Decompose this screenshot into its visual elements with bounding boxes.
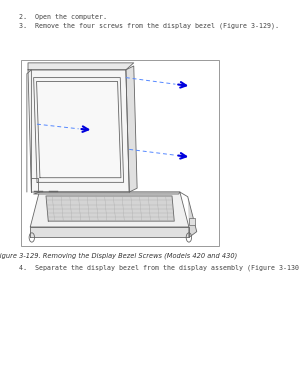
Text: 2.  Open the computer.: 2. Open the computer.: [19, 14, 107, 19]
Polygon shape: [28, 70, 129, 192]
Polygon shape: [46, 196, 174, 221]
Polygon shape: [28, 63, 134, 70]
Polygon shape: [37, 81, 121, 178]
Text: 3.  Remove the four screws from the display bezel (Figure 3-129).: 3. Remove the four screws from the displ…: [19, 23, 279, 29]
Polygon shape: [188, 197, 197, 237]
Polygon shape: [126, 66, 137, 192]
Bar: [21, 60, 219, 246]
Text: Figure 3-129. Removing the Display Bezel Screws (Models 420 and 430): Figure 3-129. Removing the Display Bezel…: [0, 252, 238, 259]
Polygon shape: [34, 192, 180, 194]
Bar: [189, 218, 194, 225]
Polygon shape: [30, 227, 189, 237]
Polygon shape: [30, 192, 189, 227]
Text: 4.  Separate the display bezel from the display assembly (Figure 3-130).: 4. Separate the display bezel from the d…: [19, 265, 300, 271]
